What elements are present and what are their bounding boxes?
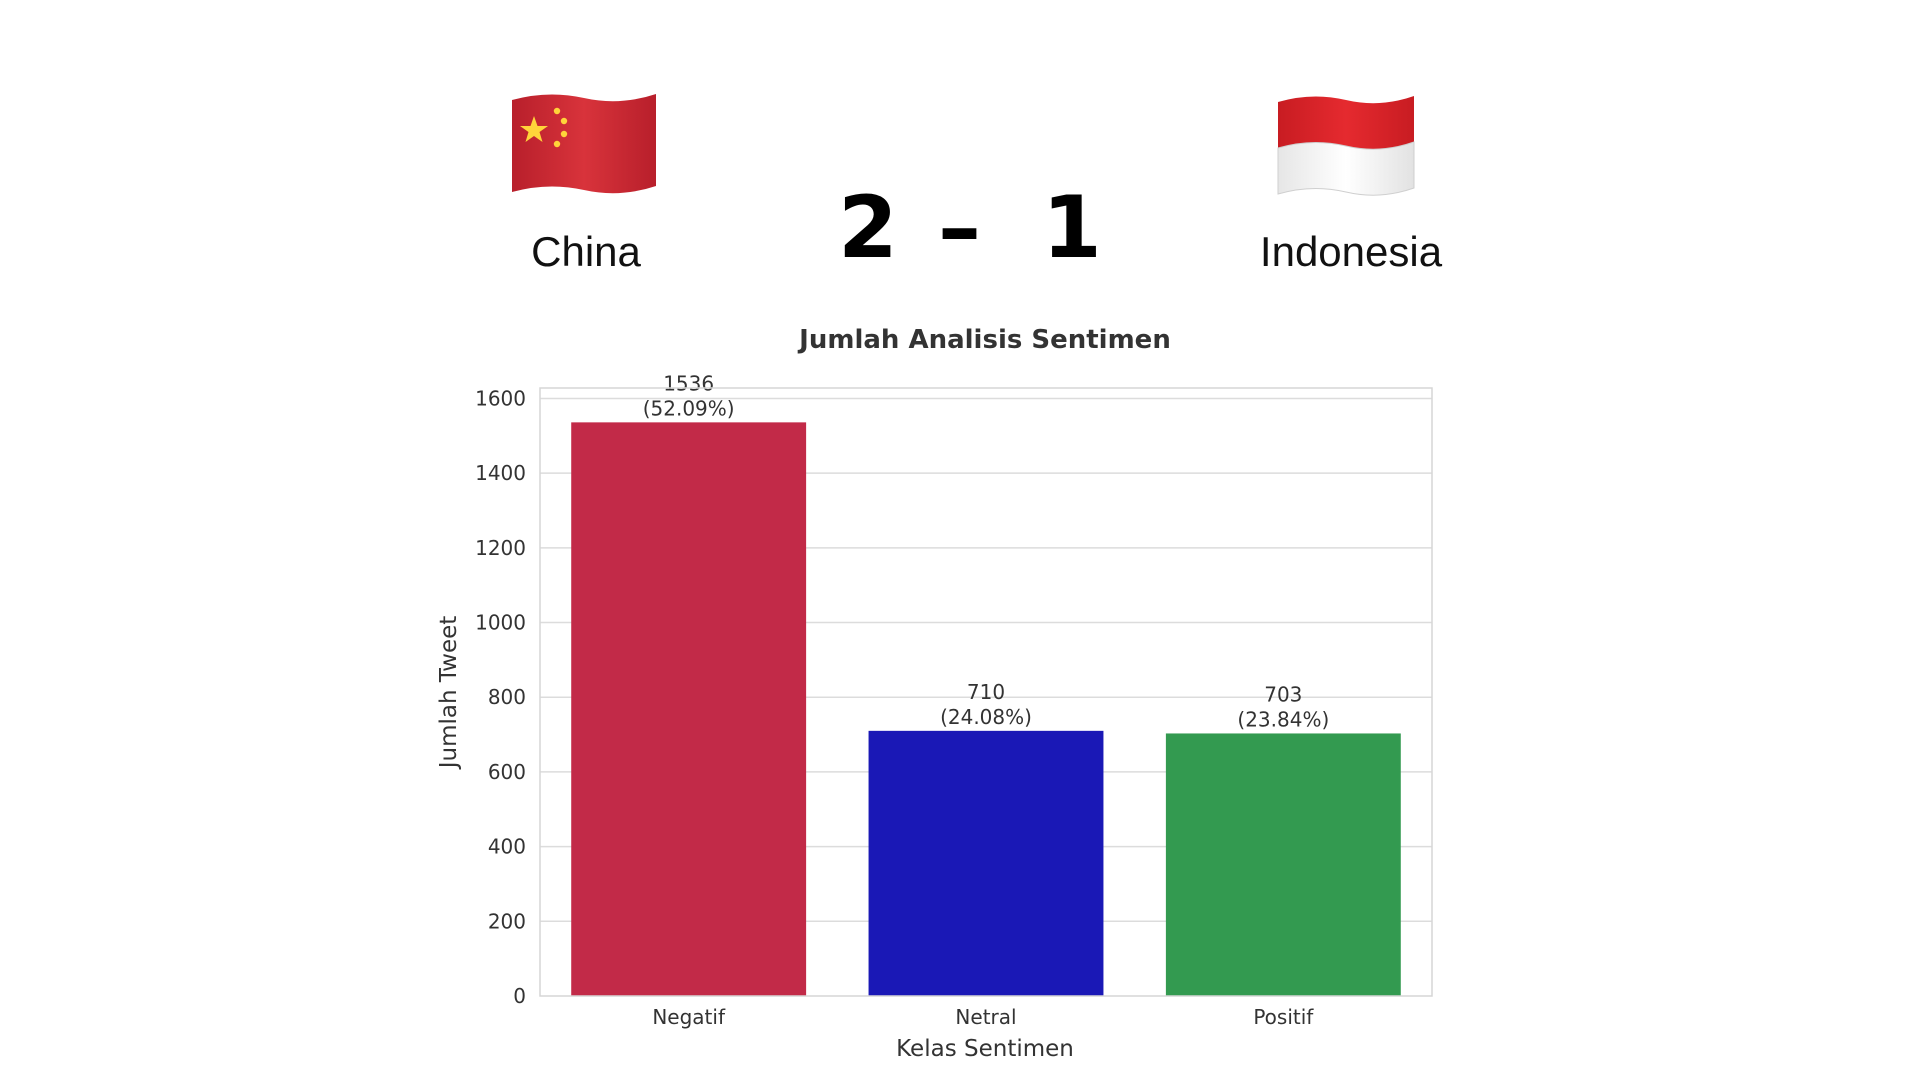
bar-netral [868, 730, 1104, 996]
data-label-value: 1536 [663, 371, 714, 395]
data-label-percent: (24.08%) [940, 705, 1032, 729]
y-tick-label: 1400 [475, 461, 526, 485]
bar-negatif [571, 422, 807, 996]
x-tick-label: Netral [955, 1005, 1016, 1029]
data-label-value: 710 [967, 680, 1005, 704]
y-tick-label: 1000 [475, 611, 526, 635]
team-left-name: China [531, 228, 641, 275]
y-tick-label: 1200 [475, 536, 526, 560]
y-tick-label: 1600 [475, 386, 526, 410]
score-left: 2 [838, 178, 898, 278]
y-tick-label: 800 [488, 685, 526, 709]
y-tick-label: 200 [488, 909, 526, 933]
chart-title: Jumlah Analisis Sentimen [797, 325, 1171, 355]
y-tick-label: 400 [488, 835, 526, 859]
indonesia-flag-icon [1274, 88, 1418, 208]
china-flag-icon [508, 86, 660, 210]
y-tick-label: 600 [488, 760, 526, 784]
y-axis-label: Jumlah Tweet [436, 616, 462, 771]
team-right-name: Indonesia [1259, 228, 1443, 275]
bar-positif [1165, 733, 1401, 996]
score-separator: – [938, 178, 981, 278]
x-tick-label: Negatif [652, 1005, 726, 1029]
data-label-percent: (23.84%) [1237, 707, 1329, 731]
data-label-percent: (52.09%) [643, 396, 735, 420]
plot-frame [539, 387, 1433, 997]
label-layer: 0 200 400 600 800 1000 1200 1400 1600 Negatif 1536… [475, 371, 1329, 1029]
score-right: 1 [1042, 178, 1102, 278]
x-tick-label: Positif [1253, 1005, 1314, 1029]
y-tick-label: 0 [513, 984, 526, 1008]
data-label-value: 703 [1264, 682, 1302, 706]
bar-layer [571, 422, 1401, 996]
x-axis-label: Kelas Sentimen [896, 1036, 1074, 1062]
